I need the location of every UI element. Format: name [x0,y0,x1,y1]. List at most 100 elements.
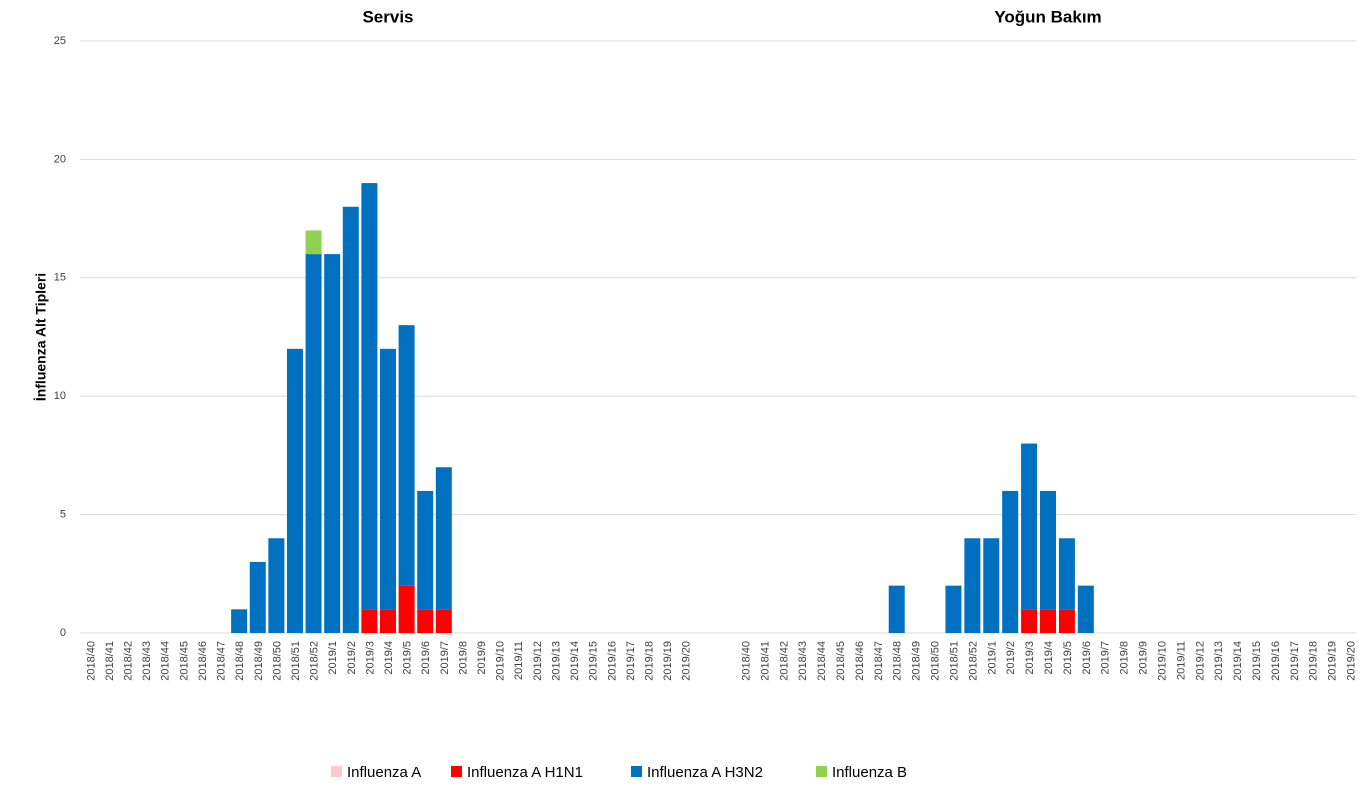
bar-segment [380,348,396,610]
bar-segment [945,585,962,633]
x-tick-label: 2018/46 [854,641,866,681]
x-tick-label: 2018/42 [123,641,135,681]
bar-segment [361,609,378,633]
x-tick-label: 2019/12 [532,641,544,681]
bar-segment [1021,609,1038,633]
bar-segment [983,538,1000,633]
x-tick-label: 2019/13 [550,641,562,681]
bar-segment [361,183,378,610]
x-tick-label: 2018/41 [759,641,771,681]
x-tick-label: 2019/16 [1270,641,1282,681]
x-tick-label: 2019/12 [1194,641,1206,681]
bar-segment [305,254,322,633]
x-tick-label: 2019/16 [606,641,618,681]
x-tick-label: 2019/10 [495,641,507,681]
x-tick-label: 2019/5 [402,641,414,675]
x-tick-label: 2019/6 [420,641,432,675]
bar-segment [888,585,905,633]
x-tick-label: 2018/51 [290,641,302,681]
legend-swatch [451,766,462,777]
panel-title: Servis [362,7,413,26]
y-tick-label: 5 [60,509,66,521]
bar-segment [398,585,415,633]
bar-segment [964,538,981,633]
bar-segment [342,206,359,633]
x-tick-label: 2018/51 [948,641,960,681]
x-tick-label: 2019/13 [1213,641,1225,681]
bar-segment [268,538,285,633]
x-tick-label: 2019/11 [513,641,525,680]
x-tick-label: 2019/19 [662,641,674,681]
panel-title: Yoğun Bakım [994,7,1101,26]
x-tick-label: 2018/41 [104,641,116,681]
x-tick-label: 2019/10 [1156,641,1168,681]
bar-segment [305,230,322,255]
y-tick-label: 15 [54,272,66,284]
x-tick-label: 2019/14 [1232,641,1244,681]
bar-segment [417,609,434,633]
x-tick-label: 2018/40 [740,641,752,681]
x-tick-label: 2018/49 [911,641,923,681]
x-tick-label: 2018/50 [271,641,283,681]
bar-segment [1040,490,1056,610]
x-tick-label: 2018/52 [309,641,321,681]
bar-segment [435,609,452,633]
bar-segment [435,467,452,610]
x-tick-label: 2019/15 [588,641,600,681]
legend-swatch [631,766,642,777]
x-tick-label: 2018/52 [967,641,979,681]
x-tick-label: 2019/9 [476,641,488,675]
x-tick-label: 2019/20 [1346,641,1358,681]
x-tick-label: 2019/6 [1081,641,1093,675]
y-axis-label: İnfluenza Alt Tipleri [33,273,49,401]
bar-segment [249,561,266,633]
x-tick-label: 2018/43 [797,641,809,681]
x-tick-label: 2018/48 [234,641,246,681]
x-tick-label: 2019/7 [1100,641,1112,675]
legend-swatch [331,766,342,777]
bar-segment [1021,443,1038,610]
x-tick-label: 2018/46 [197,641,209,681]
x-tick-label: 2019/3 [1024,641,1036,675]
x-tick-label: 2018/45 [835,641,847,681]
y-tick-label: 25 [54,35,66,47]
bar-segment [324,254,341,633]
x-tick-label: 2019/18 [643,641,655,681]
x-tick-label: 2019/14 [569,641,581,681]
legend-label: Influenza A H3N2 [647,764,763,781]
legend-label: Influenza A [347,764,421,781]
legend-swatch [816,766,827,777]
x-tick-label: 2019/9 [1138,641,1150,675]
x-tick-label: 2019/5 [1062,641,1074,675]
bar-segment [417,490,434,610]
x-tick-label: 2019/2 [1005,641,1017,675]
y-tick-label: 10 [54,390,66,402]
bar-segment [380,609,396,633]
x-tick-label: 2019/17 [1289,641,1301,681]
x-tick-label: 2018/44 [816,641,828,681]
x-tick-label: 2018/49 [253,641,265,681]
x-tick-label: 2019/11 [1175,641,1187,680]
bar-segment [1077,585,1094,633]
x-tick-label: 2019/3 [364,641,376,675]
x-tick-label: 2019/2 [346,641,358,675]
x-tick-label: 2019/17 [625,641,637,681]
x-tick-label: 2019/4 [383,641,395,675]
x-tick-label: 2019/19 [1327,641,1339,681]
bar-segment [1058,538,1075,610]
bar-segment [1058,609,1075,633]
x-tick-label: 2018/50 [930,641,942,681]
x-tick-label: 2019/15 [1251,641,1263,681]
x-tick-label: 2018/40 [85,641,97,681]
legend-label: Influenza A H1N1 [467,764,583,781]
x-tick-label: 2019/8 [1119,641,1131,675]
bar-segment [398,325,415,586]
x-tick-label: 2018/47 [873,641,885,681]
x-tick-label: 2018/43 [141,641,153,681]
x-tick-label: 2018/47 [216,641,228,681]
x-tick-label: 2019/7 [439,641,451,675]
x-tick-label: 2019/18 [1308,641,1320,681]
x-tick-label: 2019/1 [327,641,339,675]
x-tick-label: 2018/44 [160,641,172,681]
